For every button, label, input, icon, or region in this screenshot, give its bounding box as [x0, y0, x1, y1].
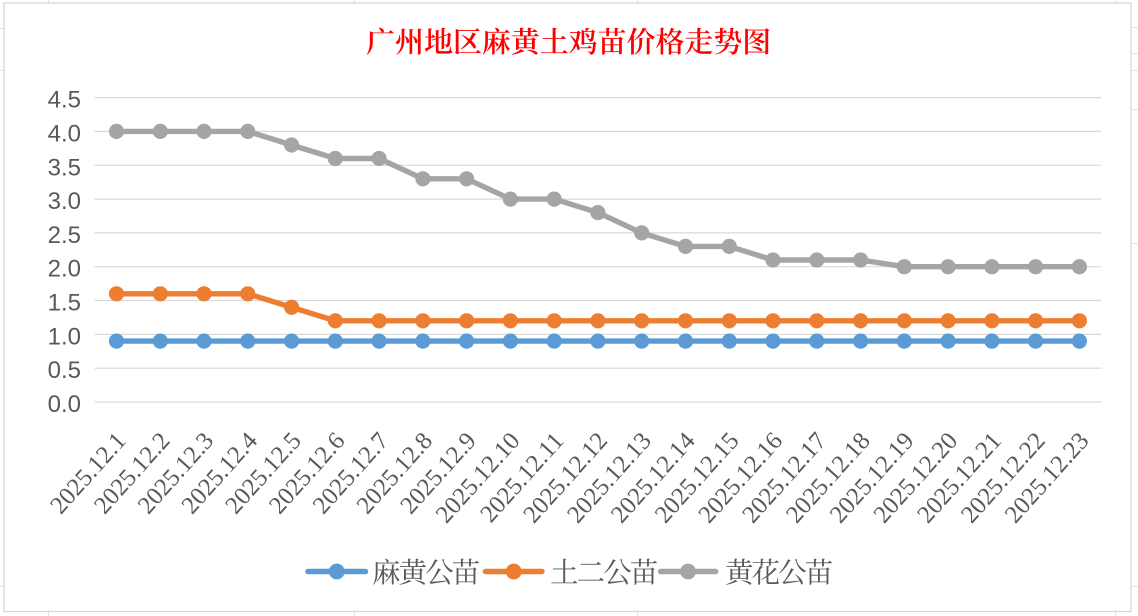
svg-text:1.5: 1.5	[48, 290, 81, 317]
svg-text:3.5: 3.5	[48, 154, 81, 181]
svg-text:2.0: 2.0	[48, 256, 81, 283]
svg-text:3.0: 3.0	[48, 188, 81, 215]
svg-text:1.0: 1.0	[48, 323, 81, 350]
svg-text:2.5: 2.5	[48, 222, 81, 249]
svg-text:4.0: 4.0	[48, 120, 81, 147]
svg-text:0.0: 0.0	[48, 391, 81, 418]
svg-text:4.5: 4.5	[48, 87, 81, 114]
svg-text:0.5: 0.5	[48, 357, 81, 384]
